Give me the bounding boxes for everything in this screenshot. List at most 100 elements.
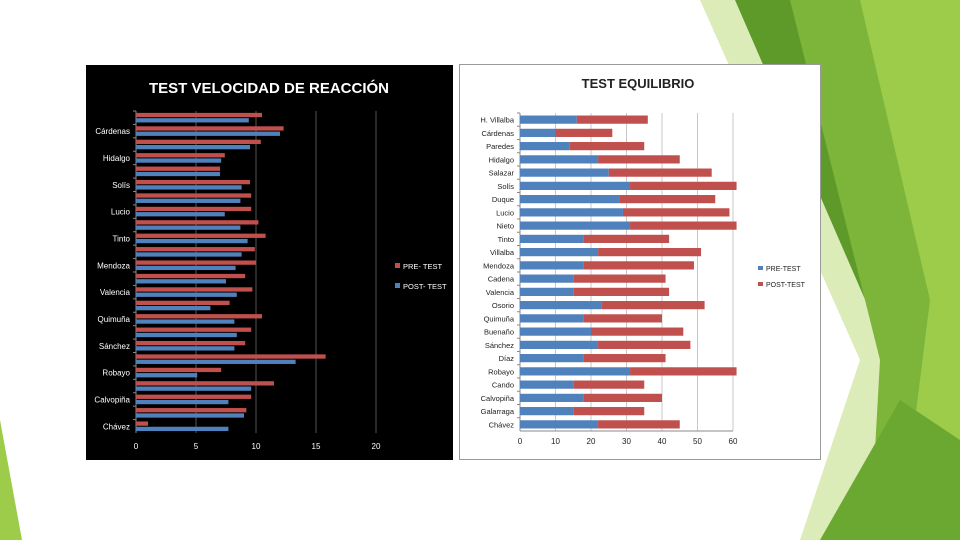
bar-pre [520, 327, 591, 336]
right-bottom-shape [820, 400, 960, 540]
bar-post [136, 185, 242, 190]
bar-post [583, 354, 666, 363]
category-label: Sánchez [485, 341, 514, 350]
bar-pre [136, 166, 220, 171]
category-label: Robayo [488, 367, 514, 376]
bar-post [136, 252, 242, 257]
bar-pre [520, 195, 620, 204]
x-tick-label: 15 [312, 442, 321, 451]
bar-pre [520, 301, 602, 310]
bar-pre [136, 179, 250, 185]
bar-pre [136, 327, 252, 332]
legend-label: POST-TEST [766, 282, 806, 289]
bar-pre [520, 142, 570, 151]
category-label: Valencia [486, 288, 515, 297]
bar-pre [136, 273, 246, 279]
category-label: Hidalgo [489, 155, 514, 164]
legend-label: PRE-TEST [766, 266, 801, 273]
bar-pre [520, 261, 584, 270]
bar-post [136, 279, 226, 284]
bar-post [619, 195, 716, 204]
category-label: Solís [112, 181, 130, 190]
category-label: Cárdenas [481, 129, 514, 138]
bar-post [608, 168, 712, 177]
legend-swatch [395, 263, 400, 268]
bar-pre [520, 168, 609, 177]
bar-post [576, 115, 648, 124]
bar-pre [520, 208, 623, 217]
chart-title: TEST EQUILIBRIO [582, 76, 695, 91]
bar-post [136, 145, 250, 150]
x-tick-label: 60 [729, 437, 738, 446]
x-tick-label: 0 [134, 442, 139, 451]
category-label: Osorio [492, 301, 514, 310]
bar-pre [520, 155, 599, 164]
category-label: Cárdenas [95, 127, 130, 136]
bar-post [136, 198, 241, 203]
bar-pre [520, 234, 584, 243]
bar-pre [136, 193, 252, 198]
bar-pre [136, 300, 230, 306]
bar-pre [520, 367, 631, 376]
bar-pre [520, 115, 577, 124]
legend-swatch [758, 266, 763, 270]
chart-title: TEST VELOCIDAD DE REACCIÓN [149, 79, 389, 97]
bar-post [136, 346, 235, 351]
bar-pre [136, 408, 247, 413]
x-tick-label: 50 [693, 437, 702, 446]
category-label: Solís [497, 182, 514, 191]
legend-swatch [395, 283, 400, 288]
category-label: Calvopiña [481, 394, 515, 403]
category-label: Mendoza [97, 261, 130, 270]
bar-post [136, 238, 248, 244]
bar-pre [520, 340, 599, 349]
bar-pre [136, 139, 261, 145]
bar-pre [136, 421, 148, 426]
bar-post [136, 359, 296, 364]
category-label: Sánchez [99, 342, 130, 351]
bar-post [136, 131, 280, 136]
legend-label: PRE- TEST [403, 262, 442, 271]
bar-post [136, 319, 235, 324]
bar-pre [136, 314, 262, 319]
bar-pre [520, 181, 631, 190]
category-label: Nieto [496, 222, 514, 231]
x-tick-label: 0 [518, 437, 523, 446]
category-label: Díaz [499, 354, 515, 363]
bar-post [573, 380, 645, 389]
bar-pre [520, 393, 584, 402]
bar-pre [136, 247, 255, 252]
bar-post [598, 420, 680, 429]
category-label: Tinto [498, 235, 514, 244]
bar-pre [520, 380, 574, 389]
reaction-speed-chart: TEST VELOCIDAD DE REACCIÓN 0 5 10 15 20 Cárden… [86, 65, 453, 460]
category-label: Buenaño [484, 328, 514, 337]
bar-post [630, 221, 737, 230]
bar-post [601, 301, 705, 310]
bar-pre [520, 420, 599, 429]
x-tick-label: 30 [622, 437, 631, 446]
bar-pre [136, 112, 262, 118]
category-label: Hidalgo [103, 154, 131, 163]
bar-pre [520, 248, 599, 257]
category-label: Lucio [496, 208, 514, 217]
bar-post [630, 367, 737, 376]
bar-pre [136, 367, 222, 373]
bar-post [583, 234, 670, 243]
bar-pre [136, 381, 274, 386]
bar-post [136, 118, 249, 123]
bar-post [136, 332, 237, 338]
bar-post [583, 314, 662, 323]
bar-post [136, 399, 229, 405]
bar-post [136, 292, 237, 297]
category-label: Quimuña [98, 315, 131, 324]
bar-pre [136, 340, 246, 346]
bar-pre [136, 354, 326, 359]
reaction-speed-chart-svg: TEST VELOCIDAD DE REACCIÓN 0 5 10 15 20 Cárden… [94, 79, 447, 451]
category-label: Lucio [111, 208, 131, 217]
bar-post [622, 208, 730, 217]
bar-post [136, 225, 241, 230]
x-tick-label: 10 [252, 442, 261, 451]
x-tick-label: 40 [658, 437, 667, 446]
bar-pre [136, 220, 259, 225]
